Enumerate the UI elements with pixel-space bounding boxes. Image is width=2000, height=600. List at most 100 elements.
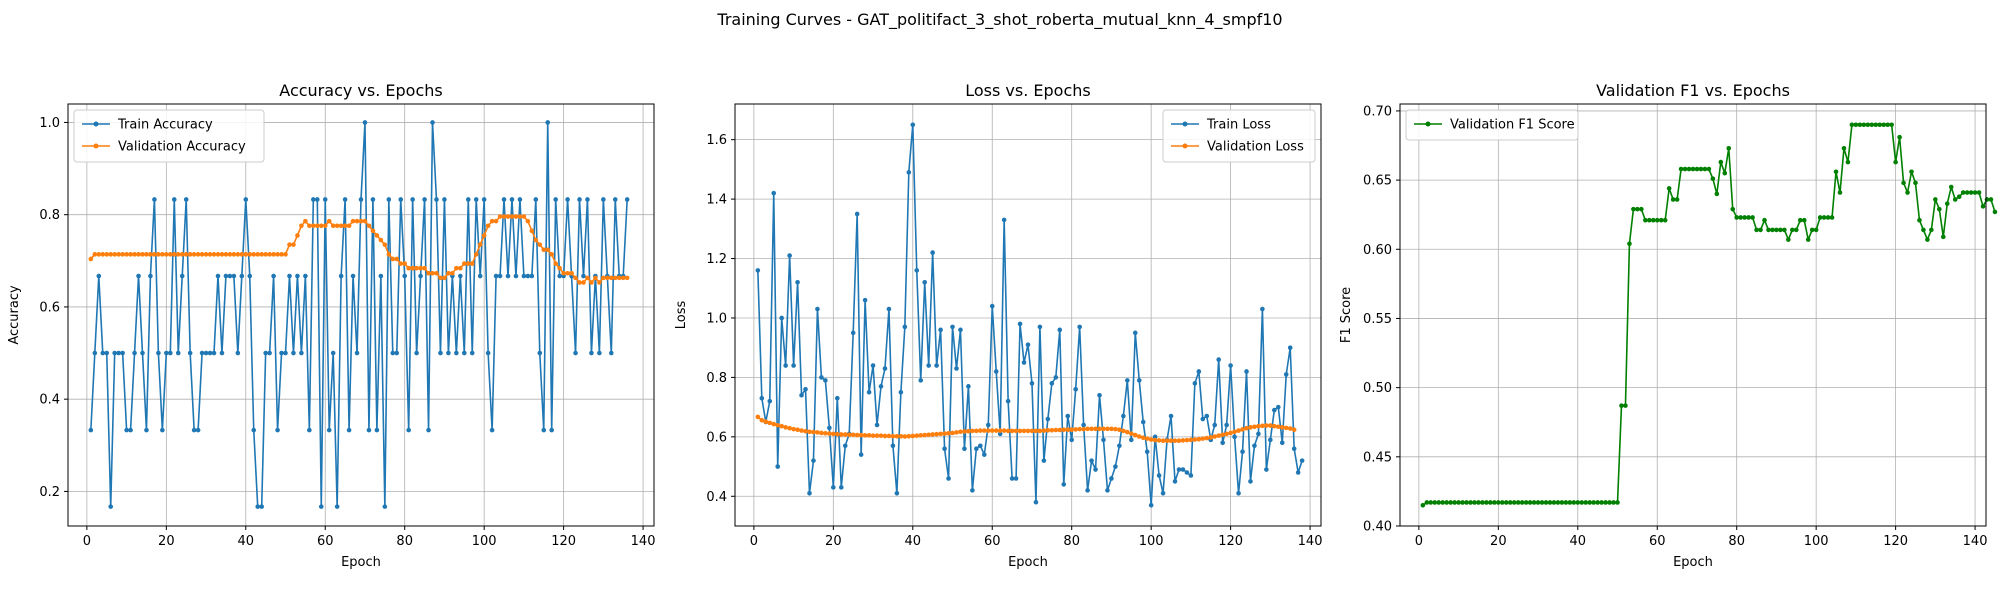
data-point (1017, 321, 1023, 327)
data-point (783, 363, 788, 368)
data-point (1140, 435, 1146, 441)
data-point (275, 427, 280, 433)
data-point (1021, 428, 1027, 434)
data-point (477, 273, 483, 279)
data-point (187, 252, 193, 257)
data-point (235, 350, 241, 356)
data-point (1085, 488, 1090, 493)
data-point (1595, 500, 1600, 505)
y-tick-label: 0.4 (706, 490, 727, 505)
data-point (799, 392, 804, 398)
data-point (1279, 440, 1285, 446)
data-point (191, 252, 197, 257)
data-point (132, 350, 137, 356)
data-point (870, 433, 876, 438)
data-point (342, 223, 348, 229)
data-point (1698, 166, 1704, 172)
data-point (1244, 369, 1249, 374)
data-point (1766, 227, 1771, 233)
subplot-title: Loss vs. Epochs (965, 81, 1090, 100)
data-point (1933, 197, 1938, 202)
data-point (1117, 427, 1122, 433)
data-point (1256, 423, 1261, 429)
data-point (338, 223, 344, 229)
data-point (803, 428, 808, 434)
data-point (1929, 227, 1934, 233)
data-point (485, 223, 491, 229)
data-point (402, 273, 408, 279)
data-point (1837, 190, 1843, 195)
data-point (561, 270, 566, 276)
x-tick-label: 20 (1490, 534, 1507, 549)
data-point (989, 428, 995, 433)
data-point (148, 273, 153, 279)
data-point (946, 430, 951, 436)
data-point (458, 265, 463, 271)
data-point (942, 446, 947, 452)
data-point (962, 446, 967, 452)
data-point (1519, 500, 1525, 505)
data-point (1869, 122, 1875, 128)
data-point (970, 488, 975, 493)
data-point (926, 363, 931, 368)
data-point (605, 275, 610, 281)
data-point (195, 252, 201, 257)
data-point (152, 252, 157, 257)
data-point (529, 273, 535, 279)
data-point (835, 395, 840, 401)
x-tick-label: 40 (1570, 534, 1587, 549)
data-point (974, 428, 979, 434)
data-point (271, 252, 276, 257)
data-point (608, 275, 614, 281)
data-point (791, 363, 796, 368)
data-point (414, 350, 419, 356)
data-point (120, 252, 125, 257)
data-point (974, 446, 979, 452)
data-point (922, 432, 928, 438)
data-point (1825, 215, 1831, 220)
data-point (211, 350, 217, 356)
data-point (481, 233, 487, 238)
data-point (1089, 426, 1094, 432)
data-point (537, 350, 543, 356)
data-point (978, 443, 983, 449)
data-point (291, 242, 296, 247)
data-point (362, 120, 368, 125)
data-point (144, 252, 149, 257)
data-point (326, 218, 332, 224)
data-point (1275, 404, 1281, 410)
legend-label: Validation F1 Score (1450, 118, 1575, 133)
data-point (934, 431, 939, 437)
data-point (1444, 500, 1449, 505)
data-point (231, 252, 237, 257)
data-point (779, 423, 784, 429)
data-point (1065, 427, 1071, 433)
data-point (1861, 122, 1867, 128)
data-point (1770, 227, 1775, 233)
legend: Validation F1 Score (1405, 109, 1579, 141)
figure-title: Training Curves - GAT_politifact_3_shot_… (716, 10, 1282, 30)
data-point (1228, 363, 1233, 368)
y-tick-label: 1.4 (706, 193, 727, 208)
y-tick-label: 0.4 (39, 393, 60, 408)
data-point (541, 427, 547, 433)
data-point (362, 218, 368, 224)
data-point (985, 428, 991, 433)
data-point (1240, 427, 1245, 432)
data-point (1256, 431, 1261, 437)
data-point (1144, 449, 1150, 455)
data-point (1240, 449, 1245, 455)
data-point (934, 363, 939, 368)
data-point (1496, 500, 1501, 505)
y-axis-label: F1 Score (1339, 287, 1354, 343)
data-point (1160, 491, 1166, 496)
data-point (1200, 436, 1206, 441)
data-point (92, 350, 98, 356)
data-point (811, 458, 816, 463)
data-point (223, 252, 229, 257)
data-point (1204, 435, 1210, 441)
data-point (918, 433, 924, 438)
data-point (1295, 470, 1301, 475)
data-point (1662, 217, 1668, 223)
data-point (1956, 194, 1962, 200)
